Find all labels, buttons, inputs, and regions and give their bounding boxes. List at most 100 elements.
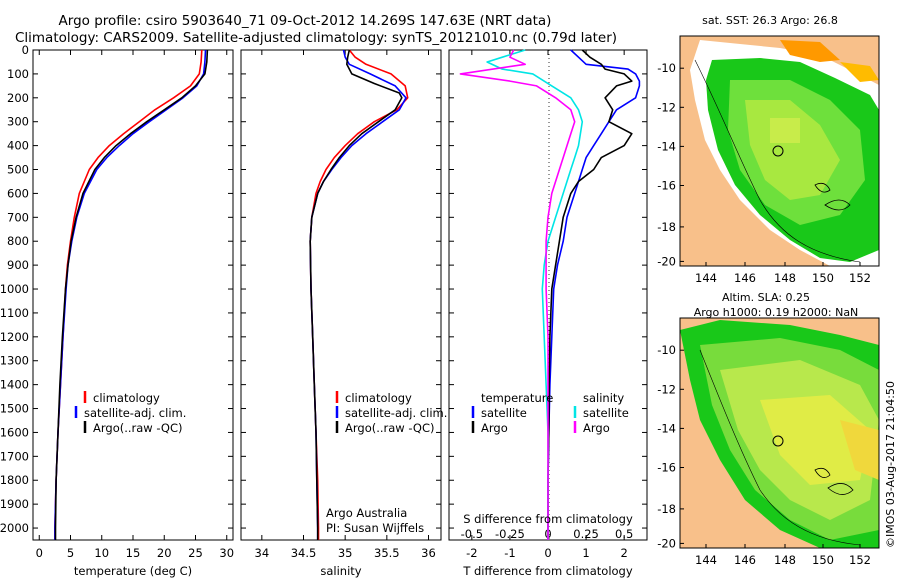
header-title-line2: Climatology: CARS2009. Satellite-adjuste… [15, 30, 617, 46]
sdiff-tick-label: -0.5 [461, 527, 483, 541]
depth-tick-label: 1600 [0, 425, 29, 439]
xtick-label: 34 [255, 546, 270, 560]
sst-map: 144 146 148 150 152 -10 -12 -14 -16 -18 -20 [657, 35, 880, 285]
sla-map-title1: Altim. SLA: 0.25 [722, 291, 810, 304]
credit-line1: Argo Australia [326, 506, 407, 520]
salinity-legend: climatology satellite-adj. clim. Argo(..… [335, 391, 447, 435]
depth-tick-label: 900 [7, 258, 29, 272]
legend3-t-argo: Argo [481, 421, 508, 435]
legend3-temperature: temperature [481, 391, 553, 405]
sdiff-tick-label: 0.25 [573, 527, 599, 541]
xtick-label: 2 [620, 546, 627, 560]
legend-climatology: climatology [93, 391, 160, 405]
depth-tick-label: 2000 [0, 521, 29, 535]
depth-tick-label: 100 [7, 67, 29, 81]
sdiff-tick-label: -0.25 [495, 527, 525, 541]
difference-legend: temperature salinity satellite Argo sate… [471, 391, 629, 435]
legend-argo: Argo(..raw -QC) [93, 421, 183, 435]
map-lon-label: 150 [812, 271, 834, 285]
legend3-salinity: salinity [583, 391, 624, 405]
xtick-label: 36 [421, 546, 436, 560]
depth-tick-label: 1800 [0, 473, 29, 487]
tdiff-xlabel: T difference from climatology [462, 564, 633, 578]
legend3-s-argo: Argo [583, 421, 610, 435]
timestamp: ©IMOS 03-Aug-2017 21:04:50 [884, 381, 897, 548]
map-lon-label: 148 [774, 553, 796, 567]
legend2-satellite: satellite-adj. clim. [345, 406, 447, 420]
depth-tick-labels: 0 100 200 300 400 500 600 700 800 900 1000 1100 1200… [0, 43, 29, 535]
map-lon-label: 144 [695, 271, 717, 285]
map-lat-label: -10 [657, 61, 676, 75]
depth-tick-label: 800 [7, 234, 29, 248]
salinity-panel: 34 34.5 35 35.5 36 [240, 49, 442, 560]
xtick-label: 25 [188, 546, 203, 560]
series-line-3-1 [547, 49, 641, 540]
series-line-3-4 [459, 49, 576, 540]
legend2-argo: Argo(..raw -QC) [345, 421, 435, 435]
xtick-label: -1 [504, 546, 515, 560]
series-line-3-3 [486, 49, 584, 540]
legend2-climatology: climatology [345, 391, 412, 405]
header-title-line1: Argo profile: csiro 5903640_71 09-Oct-20… [59, 13, 552, 29]
depth-tick-label: 1200 [0, 330, 29, 344]
depth-tick-label: 1500 [0, 402, 29, 416]
depth-tick-label: 500 [7, 163, 29, 177]
depth-tick-label: 1700 [0, 449, 29, 463]
depth-tick-label: 0 [22, 43, 29, 57]
sst-map-title: sat. SST: 26.3 Argo: 26.8 [702, 14, 838, 27]
legend3-s-satellite: satellite [583, 406, 629, 420]
xtick-label: 35.5 [374, 546, 400, 560]
depth-tick-label: 600 [7, 186, 29, 200]
credit-line2: PI: Susan Wijffels [326, 521, 424, 535]
map-lat-label: -10 [657, 343, 676, 357]
depth-tick-label: 1400 [0, 378, 29, 392]
xtick-label: 1 [582, 546, 589, 560]
series-line-3-2 [547, 49, 633, 540]
map-lon-label: 146 [734, 271, 756, 285]
difference-panel: -2 -1 0 1 2-0.5 -0.25 0 0.25 0.5 [448, 49, 648, 560]
temperature-panel: 0 5 10 15 20 25 30 [32, 49, 234, 560]
sla-map: 144 146 148 150 152 -10 -12 -14 -16 -18 -20 [657, 317, 880, 567]
xtick-label: -2 [466, 546, 477, 560]
depth-tick-label: 1300 [0, 354, 29, 368]
series-line-2-3 [309, 49, 403, 540]
depth-tick-label: 1000 [0, 282, 29, 296]
map-lat-label: -12 [657, 100, 676, 114]
depth-tick-label: 1900 [0, 497, 29, 511]
legend-satellite: satellite-adj. clim. [84, 406, 186, 420]
map-lat-label: -12 [657, 382, 676, 396]
series-line-1-3 [54, 49, 209, 540]
map-lon-label: 152 [849, 271, 871, 285]
map-lat-label: -18 [657, 220, 676, 234]
xtick-label: 0 [544, 546, 551, 560]
legend3-t-satellite: satellite [481, 406, 527, 420]
map-lat-label: -14 [657, 421, 676, 435]
xtick-label: 10 [94, 546, 109, 560]
map-lat-label: -18 [657, 502, 676, 516]
depth-tick-label: 700 [7, 210, 29, 224]
map-lat-label: -16 [657, 461, 676, 475]
xtick-label: 30 [219, 546, 234, 560]
depth-tick-label: 300 [7, 115, 29, 129]
salinity-xlabel: salinity [320, 564, 361, 578]
depth-tick-label: 200 [7, 91, 29, 105]
map-lat-label: -16 [657, 179, 676, 193]
map-lon-label: 146 [734, 553, 756, 567]
xtick-label: 34.5 [291, 546, 317, 560]
xtick-label: 15 [126, 546, 141, 560]
temperature-legend: climatology satellite-adj. clim. Argo(..… [74, 391, 186, 435]
map-lon-label: 152 [849, 553, 871, 567]
map-lon-label: 150 [812, 553, 834, 567]
sdiff-tick-label: 0.5 [615, 527, 633, 541]
sla-map-title2: Argo h1000: 0.19 h2000: NaN [694, 306, 859, 319]
map-lon-label: 148 [774, 271, 796, 285]
xtick-label: 20 [157, 546, 172, 560]
depth-tick-label: 400 [7, 139, 29, 153]
xtick-label: 35 [338, 546, 353, 560]
xtick-label: 5 [67, 546, 74, 560]
map-lon-label: 144 [695, 553, 717, 567]
sdiff-xlabel: S difference from climatology [463, 512, 633, 526]
map-lat-label: -20 [657, 254, 676, 268]
temperature-xlabel: temperature (deg C) [74, 564, 192, 578]
